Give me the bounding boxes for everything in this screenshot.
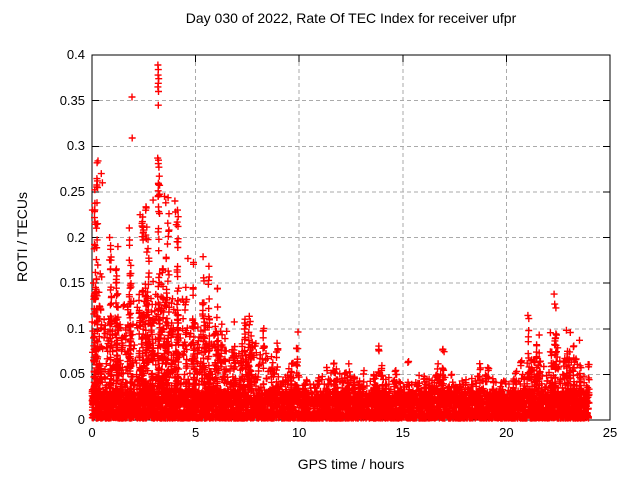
scatter-outliers (88, 61, 559, 308)
x-tick-label: 20 (499, 425, 514, 440)
y-tick-label: 0.4 (66, 47, 85, 62)
chart-title: Day 030 of 2022, Rate Of TEC Index for r… (185, 10, 517, 26)
y-tick-label: 0.3 (66, 138, 85, 154)
y-tick-label: 0 (77, 412, 85, 427)
scatter-points (88, 156, 593, 422)
x-tick-label: 25 (602, 425, 618, 440)
y-tick-label: 0.15 (59, 275, 85, 291)
x-tick-label: 5 (191, 425, 200, 440)
x-tick-label: 10 (291, 425, 307, 440)
x-axis-label: GPS time / hours (297, 456, 405, 472)
x-tick-label: 0 (88, 425, 96, 440)
y-tick-label: 0.05 (59, 366, 85, 382)
y-tick-label: 0.25 (59, 183, 85, 199)
y-tick-label: 0.1 (66, 320, 85, 336)
x-tick-label: 15 (395, 425, 411, 440)
y-tick-label: 0.35 (59, 92, 85, 108)
y-tick-label: 0.2 (66, 229, 85, 245)
grid-lines (92, 55, 610, 420)
